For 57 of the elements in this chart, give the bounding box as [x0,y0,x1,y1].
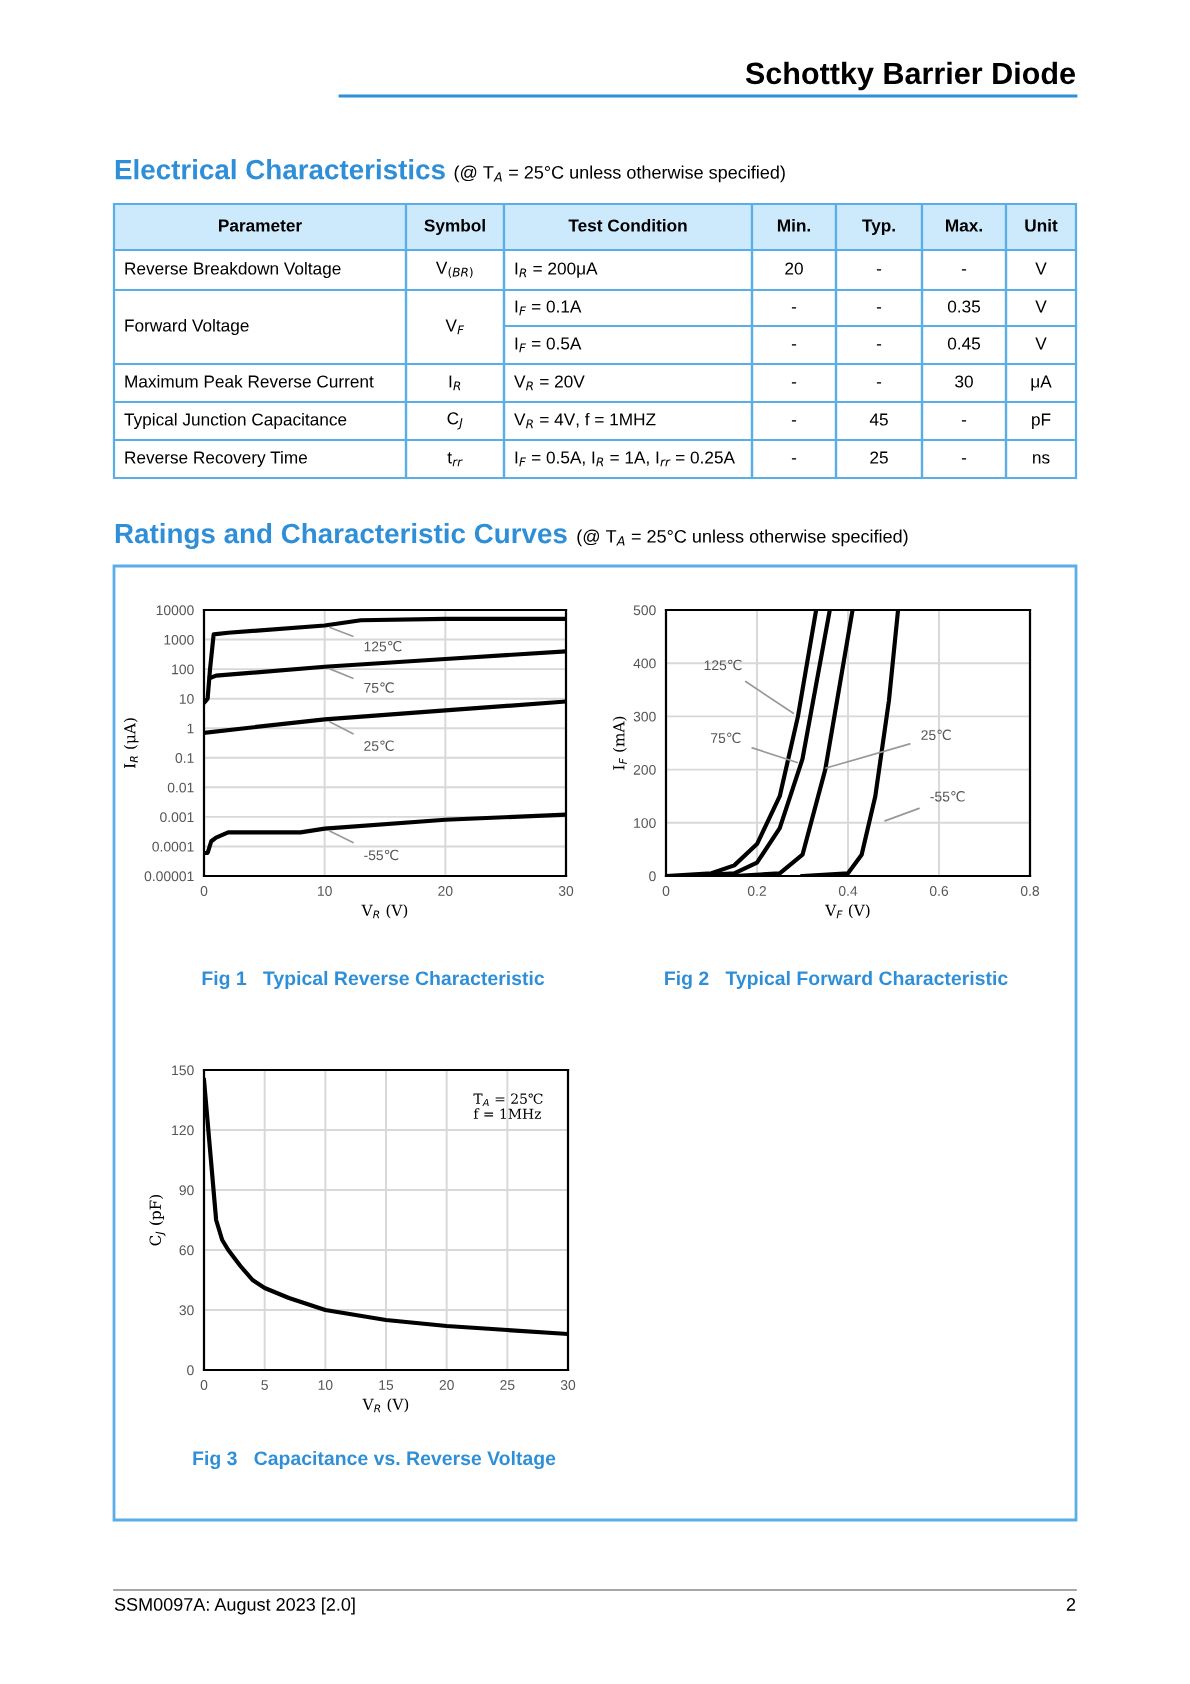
text: Schottky Barrier Diode [745,61,1075,91]
text: - [791,344,797,346]
text: Max. [946,219,982,232]
text: V$_{F}$ [445,319,465,335]
text: V$_{R}$ = 20V [514,375,585,391]
text: Fig 3 Capacitance vs. Reverse Voltage [193,1450,556,1470]
text: Fig 1 Typical Reverse Characteristic [202,970,545,990]
text: Typical Junction Capacitance [124,412,347,430]
text: Maximum Peak Reverse Current [125,374,374,388]
text: 0.45 [947,337,981,350]
text: Ratings and Characteristic Curves [115,522,567,550]
text: 25 [870,451,888,464]
text: I$_{F}$ = 0.5A, I$_{R}$ = 1A, I$_{rr}$ = 0.25A [515,451,735,467]
text: 45 [869,413,888,426]
text: V [1035,262,1047,275]
text: Fig 2 Typical Forward Characteristic [665,970,1008,990]
text: Forward Voltage [125,318,249,336]
text: Unit [1025,218,1058,232]
text: (@ T$_{A}$ = 25°C unless otherwise specified) [454,165,785,183]
text: - [961,269,967,271]
text: - [791,307,797,309]
text: Symbol [424,218,485,236]
text: I$_{F}$ = 0.5A [515,337,582,353]
text: Min. [777,218,811,232]
text: Parameter [219,219,302,232]
text: - [961,420,967,422]
text: (@ T$_{A}$ = 25°C unless otherwise specified) [577,529,908,547]
text: Typ. [862,219,895,236]
text: C$_{J}$ [447,412,463,430]
text: I$_{F}$ = 0.1A [515,300,582,316]
text: 2 [1066,1598,1076,1611]
text: V$_{(BR)}$ [435,261,473,279]
text: Reverse Recovery Time [125,450,307,468]
text: μA [1031,375,1052,391]
text: t$_{rr}$ [447,452,463,467]
text: ns [1033,454,1050,464]
text: pF [1032,413,1051,430]
text: - [876,307,882,309]
text: 0.35 [947,300,981,313]
text: V [1035,300,1047,313]
text: SSM0097A: August 2023 [2.0] [114,1597,355,1615]
text: - [791,382,797,384]
text: I$_{R}$ = 200μA [515,262,598,278]
text: 30 [955,375,973,388]
text: - [876,344,882,346]
text: - [791,458,797,460]
text: I$_{R}$ [449,375,461,391]
text: - [961,458,967,460]
text: - [791,420,797,422]
text: Test Condition [568,218,687,232]
text: 20 [785,262,803,275]
text: - [876,382,882,384]
text: V [1035,337,1047,350]
text: Reverse Breakdown Voltage [125,261,341,279]
text: - [876,269,882,271]
text: Electrical Characteristics [115,159,445,180]
text: V$_{R}$ = 4V, f = 1MHZ [514,412,656,429]
